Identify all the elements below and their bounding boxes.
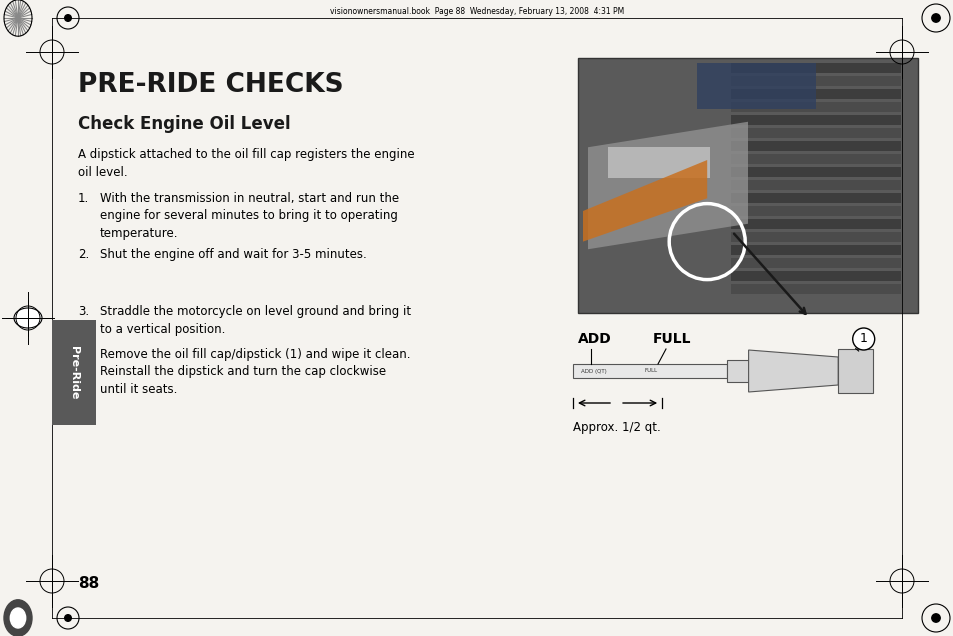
Text: FULL: FULL bbox=[644, 368, 658, 373]
Polygon shape bbox=[587, 121, 747, 249]
Bar bbox=[730, 76, 900, 86]
Text: Remove the oil fill cap/dipstick (1) and wipe it clean.
Reinstall the dipstick a: Remove the oil fill cap/dipstick (1) and… bbox=[100, 348, 410, 396]
Text: Approx. 1/2 qt.: Approx. 1/2 qt. bbox=[573, 421, 660, 434]
Text: 2.: 2. bbox=[78, 248, 90, 261]
Bar bbox=[730, 141, 900, 151]
Text: 1.: 1. bbox=[78, 192, 90, 205]
Bar bbox=[730, 193, 900, 203]
Bar bbox=[730, 63, 900, 73]
Bar bbox=[730, 219, 900, 229]
Ellipse shape bbox=[931, 14, 940, 22]
Text: Straddle the motorcycle on level ground and bring it
to a vertical position.: Straddle the motorcycle on level ground … bbox=[100, 305, 411, 336]
Bar bbox=[730, 258, 900, 268]
Ellipse shape bbox=[10, 608, 26, 628]
Bar bbox=[730, 206, 900, 216]
Ellipse shape bbox=[14, 308, 42, 328]
Bar bbox=[730, 232, 900, 242]
Bar bbox=[697, 63, 815, 109]
Bar bbox=[578, 58, 917, 313]
Bar bbox=[730, 167, 900, 177]
Bar bbox=[730, 245, 900, 255]
Bar bbox=[726, 360, 748, 382]
Bar bbox=[52, 320, 96, 425]
Text: Check Engine Oil Level: Check Engine Oil Level bbox=[78, 115, 291, 133]
Polygon shape bbox=[748, 350, 838, 392]
Text: 1: 1 bbox=[859, 333, 866, 345]
Text: ADD: ADD bbox=[578, 332, 611, 346]
Bar bbox=[573, 364, 726, 378]
Bar bbox=[730, 271, 900, 281]
Bar bbox=[730, 115, 900, 125]
Bar bbox=[730, 180, 900, 190]
Text: ADD (QT): ADD (QT) bbox=[580, 368, 606, 373]
Text: PRE-RIDE CHECKS: PRE-RIDE CHECKS bbox=[78, 72, 343, 98]
Bar bbox=[730, 128, 900, 138]
Ellipse shape bbox=[65, 15, 71, 21]
Ellipse shape bbox=[931, 614, 940, 622]
Text: Shut the engine off and wait for 3-5 minutes.: Shut the engine off and wait for 3-5 min… bbox=[100, 248, 366, 261]
Bar bbox=[730, 154, 900, 164]
Text: 4.: 4. bbox=[78, 348, 90, 361]
Ellipse shape bbox=[4, 600, 32, 636]
Text: A dipstick attached to the oil fill cap registers the engine
oil level.: A dipstick attached to the oil fill cap … bbox=[78, 148, 415, 179]
Bar bbox=[607, 148, 709, 178]
Bar bbox=[838, 349, 872, 394]
Bar bbox=[730, 102, 900, 112]
Bar bbox=[730, 89, 900, 99]
Bar bbox=[730, 284, 900, 294]
Text: With the transmission in neutral, start and run the
engine for several minutes t: With the transmission in neutral, start … bbox=[100, 192, 398, 240]
Ellipse shape bbox=[852, 328, 874, 350]
Text: FULL: FULL bbox=[652, 332, 691, 346]
Text: 3.: 3. bbox=[78, 305, 89, 318]
Polygon shape bbox=[582, 160, 706, 242]
Text: Pre-Ride: Pre-Ride bbox=[69, 346, 79, 399]
Text: 88: 88 bbox=[78, 576, 99, 591]
Ellipse shape bbox=[65, 615, 71, 621]
Text: visionownersmanual.book  Page 88  Wednesday, February 13, 2008  4:31 PM: visionownersmanual.book Page 88 Wednesda… bbox=[330, 8, 623, 17]
